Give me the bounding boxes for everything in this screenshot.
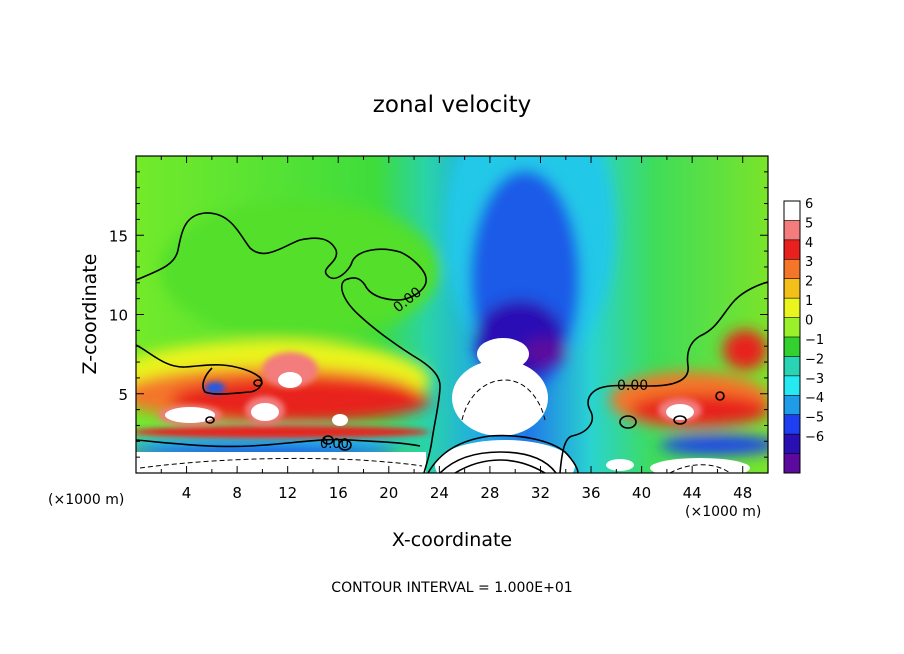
x-tick-label: 44	[683, 484, 702, 502]
colorbar-label: −2	[805, 352, 824, 367]
x-axis-label: X-coordinate	[392, 529, 512, 551]
y-axis-label: Z-coordinate	[79, 254, 101, 375]
colorbar-label: −5	[805, 411, 824, 426]
x-tick-label: 36	[581, 484, 600, 502]
dashed-contours	[139, 379, 731, 473]
colorbar-swatch	[784, 337, 800, 357]
x-tick-label: 16	[329, 484, 348, 502]
contour-interval-note: CONTOUR INTERVAL = 1.000E+01	[331, 580, 572, 596]
lower-red-strip	[136, 426, 430, 438]
contour-loop-5	[715, 391, 725, 401]
x-tick-label: 32	[531, 484, 550, 502]
y-tick-label: 10	[109, 307, 128, 325]
colorbar-swatch	[784, 414, 800, 435]
contour-upper-left	[136, 212, 441, 473]
zero-contours	[136, 212, 768, 473]
x-unit-note-right: (×1000 m)	[685, 504, 761, 520]
contour-left-upper-low	[136, 344, 263, 395]
chart-title: zonal velocity	[373, 92, 531, 118]
colorbar-label: 0	[805, 314, 813, 329]
colorbar-swatch	[784, 356, 800, 377]
colorbar-label: 4	[805, 236, 813, 251]
contour-dome-inner-2	[454, 459, 546, 473]
colorbar-label: −1	[805, 333, 824, 348]
white-dome	[452, 360, 548, 436]
colorbar-swatch	[784, 434, 800, 455]
colorbar-swatch	[784, 298, 800, 319]
right-lower-blue	[660, 435, 768, 455]
x-tick-label: 4	[182, 484, 192, 502]
colorbar-label: 1	[805, 294, 813, 309]
white-patch-4	[666, 404, 694, 420]
x-tick-label: 8	[232, 484, 242, 502]
updraft-core-purple	[523, 338, 567, 366]
x-tick-label: 40	[632, 484, 651, 502]
contour-loop-4	[619, 415, 637, 429]
colorbar-label: 2	[805, 275, 813, 290]
contour-label-2: 0.00	[617, 378, 648, 394]
velocity-field: 0.00 0.00 0.00	[136, 156, 768, 473]
colorbar-swatch	[784, 201, 800, 221]
dashed-dome	[461, 379, 546, 421]
colorbar-label: 3	[805, 255, 813, 270]
contour-loop-2	[322, 435, 334, 445]
white-patch-1	[278, 372, 302, 388]
white-bottom-left	[136, 452, 426, 473]
colorbar-swatch	[784, 259, 800, 280]
white-patch-2	[165, 407, 215, 423]
colorbar-label: 5	[805, 216, 813, 231]
white-dome-top	[477, 338, 529, 370]
x-tick-label: 20	[379, 484, 398, 502]
right-top-red	[723, 330, 767, 370]
colorbar-swatch	[784, 220, 800, 241]
dashed-bottom-left	[139, 457, 423, 469]
x-tick-label: 24	[430, 484, 449, 502]
x-axis-ticks: 4 8 12 16 20 24 28 32 36 40 44 48	[160, 156, 752, 502]
colorbar-swatch	[784, 395, 800, 416]
colorbar-swatch	[784, 317, 800, 338]
white-bottom-right	[650, 458, 750, 473]
x-tick-label: 28	[480, 484, 499, 502]
colorbar-swatch	[784, 453, 800, 474]
colorbar-label: 6	[805, 197, 813, 212]
white-patch-3	[251, 403, 279, 421]
colorbar-swatch	[784, 239, 800, 260]
left-max-1	[262, 352, 318, 388]
y-tick-label: 15	[109, 227, 128, 245]
left-red-band	[170, 378, 430, 422]
contour-loop-1	[338, 439, 352, 451]
y-axis-ticks: 5 10 15	[109, 171, 768, 458]
contour-dome-inner-1	[439, 451, 557, 473]
white-bottom-center	[435, 440, 575, 473]
contour-loop-3	[673, 415, 687, 425]
contour-right	[559, 281, 768, 473]
dashed-bottom-right	[669, 464, 731, 473]
colorbar-label: −3	[805, 372, 824, 387]
x-tick-label: 48	[733, 484, 752, 502]
white-small-2	[606, 459, 634, 471]
contour-lower-left-band	[136, 438, 421, 448]
white-small-1	[332, 414, 348, 426]
left-blue-blob	[205, 382, 225, 394]
colorbar-swatch	[784, 278, 800, 299]
upper-green-band	[160, 200, 440, 340]
x-tick-label: 12	[278, 484, 297, 502]
contour-loop-7	[253, 379, 263, 387]
x-unit-note-left: (×1000 m)	[48, 492, 124, 508]
y-tick-label: 5	[118, 386, 128, 404]
contour-label-3: 0.00	[320, 437, 349, 452]
contour-dome	[427, 434, 579, 473]
colorbar-swatch	[784, 375, 800, 396]
contour-loop-6	[205, 416, 215, 424]
colorbar: 6 5 4 3 2 1 0 −1 −2 −3 −4 −5 −6	[783, 197, 824, 474]
colorbar-label: −4	[805, 391, 824, 406]
colorbar-label: −6	[805, 430, 824, 445]
